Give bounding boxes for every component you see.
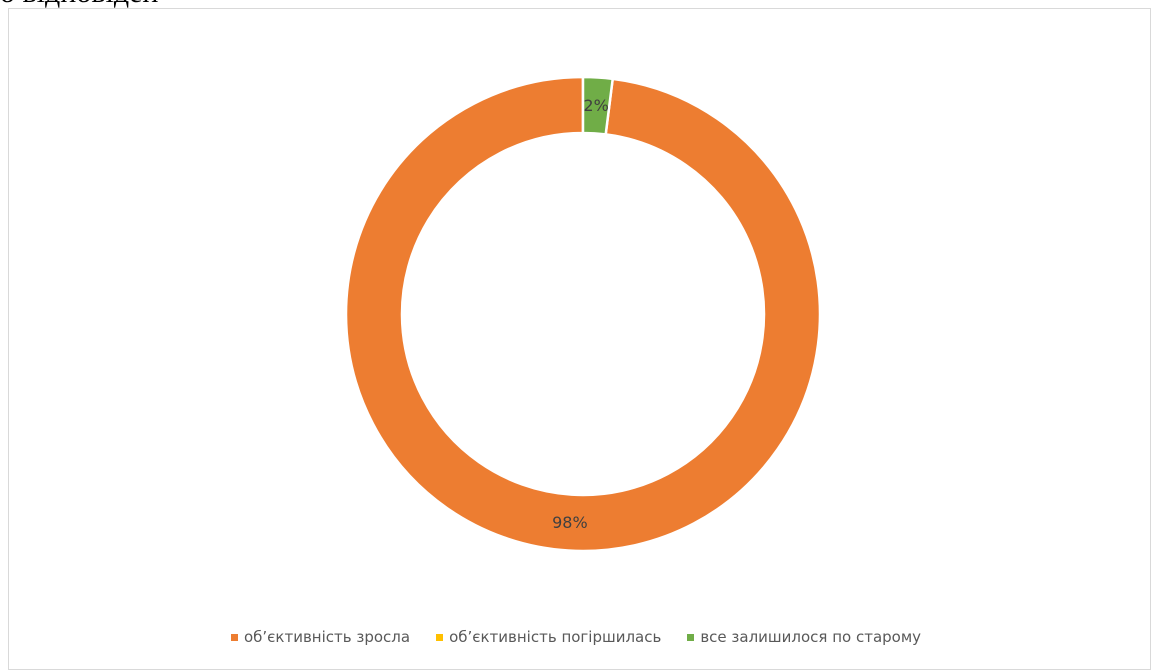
legend-label-3: все залишилося по старому — [700, 628, 922, 646]
data-label-3: 2% — [583, 96, 608, 115]
doughnut-slice-1 — [344, 75, 822, 553]
legend-swatch-3 — [687, 633, 695, 641]
chart-legend: об’єктивність зросла об’єктивність погірш… — [0, 628, 1152, 646]
cut-off-heading: о відповідей — [0, 0, 158, 10]
legend-swatch-2 — [436, 633, 444, 641]
doughnut-slice-3 — [581, 75, 615, 136]
legend-swatch-1 — [230, 633, 238, 641]
data-label-1: 98% — [552, 513, 588, 532]
legend-item-3: все залишилося по старому — [687, 628, 921, 646]
legend-label-1: об’єктивність зросла — [243, 628, 411, 646]
legend-label-2: об’єктивність погіршилась — [449, 628, 662, 646]
legend-item-2: об’єктивність погіршилась — [436, 628, 661, 646]
legend-item-1: об’єктивність зросла — [230, 628, 411, 646]
